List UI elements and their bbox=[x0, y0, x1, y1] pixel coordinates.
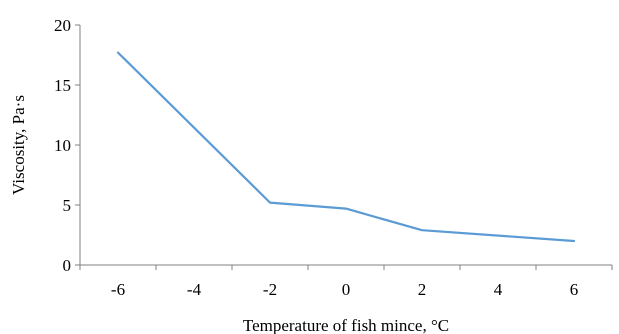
series-group bbox=[116, 51, 576, 243]
y-tick-label: 10 bbox=[54, 136, 71, 155]
y-tick-label: 15 bbox=[54, 76, 71, 95]
y-tick-label: 20 bbox=[54, 16, 71, 35]
x-tick-label: 0 bbox=[342, 280, 351, 299]
y-tick-label: 0 bbox=[63, 256, 72, 275]
y-axis: 0 5 10 15 20 bbox=[54, 16, 81, 275]
x-tick-label: -2 bbox=[263, 280, 277, 299]
x-tick-label: 6 bbox=[570, 280, 579, 299]
x-tick-label: -6 bbox=[111, 280, 125, 299]
x-tick-label: 2 bbox=[418, 280, 427, 299]
y-axis-title: Viscosity, Pa·s bbox=[9, 95, 28, 195]
series-line bbox=[116, 51, 576, 243]
x-tick-label: 4 bbox=[494, 280, 503, 299]
x-axis-title: Temperature of fish mince, °C bbox=[243, 316, 449, 334]
x-tick-label: -4 bbox=[187, 280, 202, 299]
x-axis: -6 -4 -2 0 2 4 6 bbox=[79, 264, 613, 299]
y-tick-label: 5 bbox=[63, 196, 72, 215]
